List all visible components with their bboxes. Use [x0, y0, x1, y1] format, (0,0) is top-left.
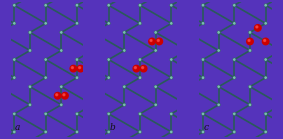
Circle shape — [141, 12, 143, 14]
Circle shape — [54, 92, 61, 99]
Circle shape — [70, 65, 77, 72]
Text: a: a — [15, 123, 20, 132]
Circle shape — [140, 11, 147, 18]
Circle shape — [133, 65, 140, 72]
Circle shape — [77, 65, 84, 72]
Circle shape — [124, 38, 131, 45]
Circle shape — [156, 38, 162, 45]
Text: b: b — [110, 123, 115, 132]
Circle shape — [196, 11, 202, 18]
Circle shape — [256, 26, 258, 28]
Circle shape — [63, 94, 65, 96]
Circle shape — [234, 11, 241, 18]
Circle shape — [264, 39, 266, 41]
Text: c: c — [204, 123, 209, 132]
Circle shape — [133, 11, 139, 18]
Circle shape — [62, 92, 68, 99]
Circle shape — [197, 12, 199, 14]
Circle shape — [142, 67, 143, 69]
Circle shape — [181, 39, 183, 41]
Circle shape — [204, 12, 206, 14]
Circle shape — [79, 67, 81, 69]
Circle shape — [140, 65, 147, 72]
Circle shape — [150, 39, 152, 41]
Circle shape — [134, 12, 136, 14]
Circle shape — [187, 38, 194, 45]
Circle shape — [228, 12, 230, 14]
Circle shape — [134, 67, 136, 69]
Circle shape — [189, 39, 191, 41]
Circle shape — [227, 11, 234, 18]
Circle shape — [117, 38, 124, 45]
Circle shape — [248, 39, 250, 41]
Circle shape — [236, 12, 238, 14]
Circle shape — [180, 38, 186, 45]
Circle shape — [247, 38, 253, 45]
Circle shape — [255, 25, 261, 31]
Circle shape — [157, 39, 159, 41]
Circle shape — [262, 38, 269, 45]
Circle shape — [71, 67, 73, 69]
Circle shape — [56, 94, 58, 96]
Circle shape — [203, 11, 209, 18]
Circle shape — [126, 39, 128, 41]
Circle shape — [149, 38, 155, 45]
Circle shape — [118, 39, 120, 41]
